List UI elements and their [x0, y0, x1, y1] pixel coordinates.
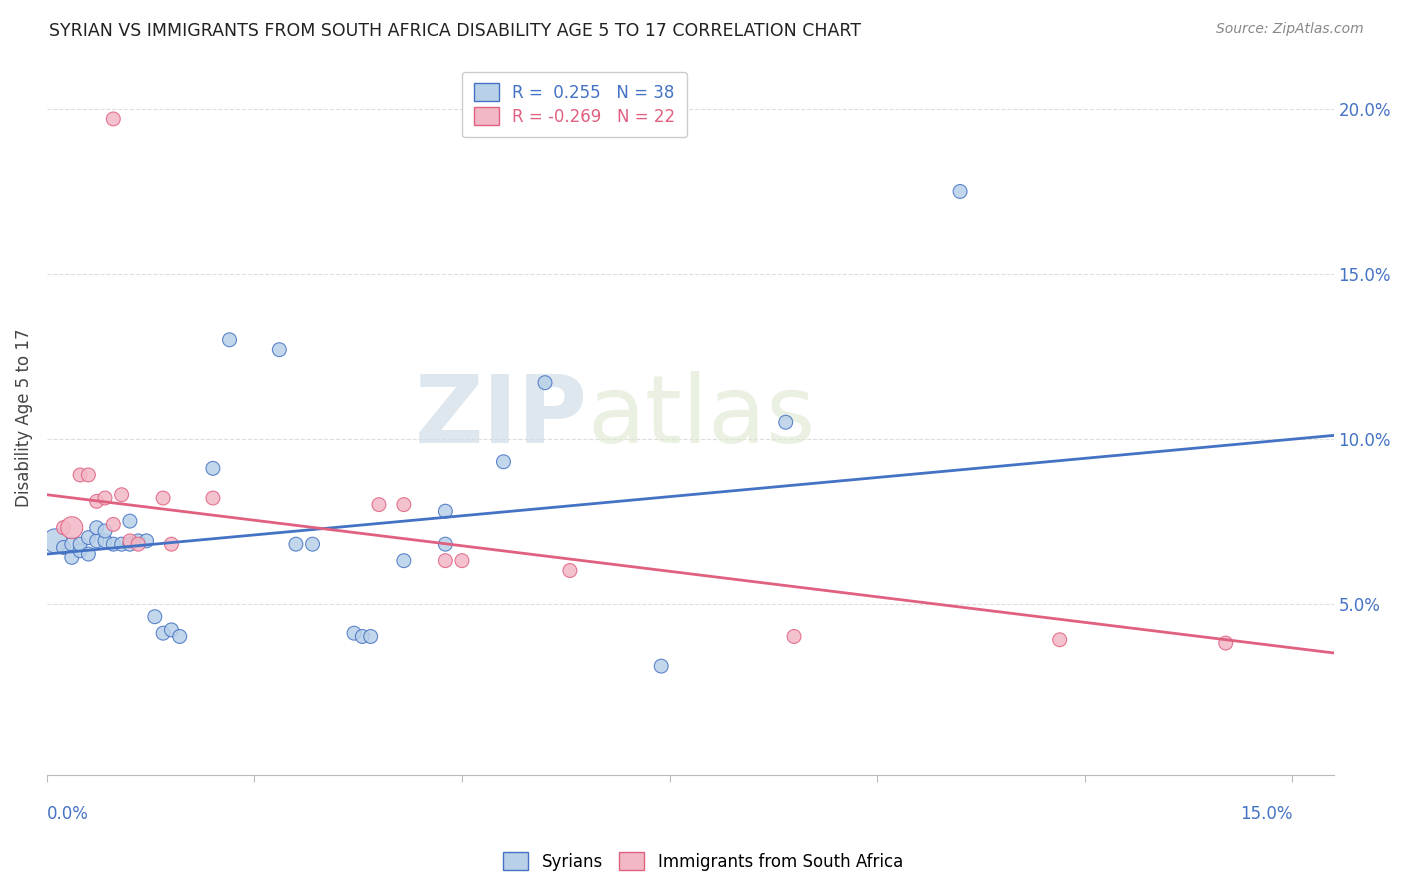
Point	[451, 554, 474, 568]
Point	[77, 467, 100, 482]
Point	[1215, 636, 1237, 650]
Point	[160, 623, 183, 637]
Point	[103, 517, 125, 532]
Point	[94, 533, 117, 548]
Point	[86, 521, 108, 535]
Point	[118, 537, 141, 551]
Point	[69, 537, 91, 551]
Point	[360, 630, 382, 644]
Point	[160, 537, 183, 551]
Point	[143, 609, 166, 624]
Point	[135, 533, 157, 548]
Point	[775, 415, 797, 429]
Y-axis label: Disability Age 5 to 17: Disability Age 5 to 17	[15, 328, 32, 507]
Point	[284, 537, 307, 551]
Point	[60, 550, 83, 565]
Point	[558, 564, 581, 578]
Legend: Syrians, Immigrants from South Africa: Syrians, Immigrants from South Africa	[495, 844, 911, 880]
Point	[1049, 632, 1071, 647]
Text: ZIP: ZIP	[415, 371, 588, 463]
Point	[492, 455, 515, 469]
Point	[60, 537, 83, 551]
Point	[269, 343, 291, 357]
Point	[949, 185, 972, 199]
Point	[201, 461, 224, 475]
Point	[127, 537, 149, 551]
Point	[110, 488, 132, 502]
Text: 15.0%: 15.0%	[1240, 805, 1292, 823]
Point	[783, 630, 806, 644]
Point	[52, 521, 75, 535]
Point	[77, 531, 100, 545]
Point	[118, 533, 141, 548]
Point	[86, 494, 108, 508]
Point	[392, 554, 415, 568]
Text: Source: ZipAtlas.com: Source: ZipAtlas.com	[1216, 22, 1364, 37]
Point	[127, 533, 149, 548]
Point	[152, 491, 174, 505]
Point	[69, 543, 91, 558]
Point	[434, 537, 457, 551]
Point	[94, 524, 117, 538]
Text: SYRIAN VS IMMIGRANTS FROM SOUTH AFRICA DISABILITY AGE 5 TO 17 CORRELATION CHART: SYRIAN VS IMMIGRANTS FROM SOUTH AFRICA D…	[49, 22, 862, 40]
Point	[392, 498, 415, 512]
Point	[94, 491, 117, 505]
Point	[52, 541, 75, 555]
Point	[152, 626, 174, 640]
Point	[301, 537, 323, 551]
Point	[368, 498, 391, 512]
Point	[118, 514, 141, 528]
Point	[343, 626, 366, 640]
Point	[60, 521, 83, 535]
Point	[169, 630, 191, 644]
Point	[201, 491, 224, 505]
Point	[103, 112, 125, 126]
Point	[44, 533, 66, 548]
Point	[86, 533, 108, 548]
Legend: R =  0.255   N = 38, R = -0.269   N = 22: R = 0.255 N = 38, R = -0.269 N = 22	[463, 71, 688, 137]
Point	[650, 659, 672, 673]
Point	[434, 504, 457, 518]
Point	[352, 630, 374, 644]
Point	[110, 537, 132, 551]
Text: atlas: atlas	[588, 371, 815, 463]
Point	[103, 537, 125, 551]
Point	[218, 333, 240, 347]
Point	[434, 554, 457, 568]
Point	[77, 547, 100, 561]
Text: 0.0%: 0.0%	[46, 805, 89, 823]
Point	[69, 467, 91, 482]
Point	[534, 376, 557, 390]
